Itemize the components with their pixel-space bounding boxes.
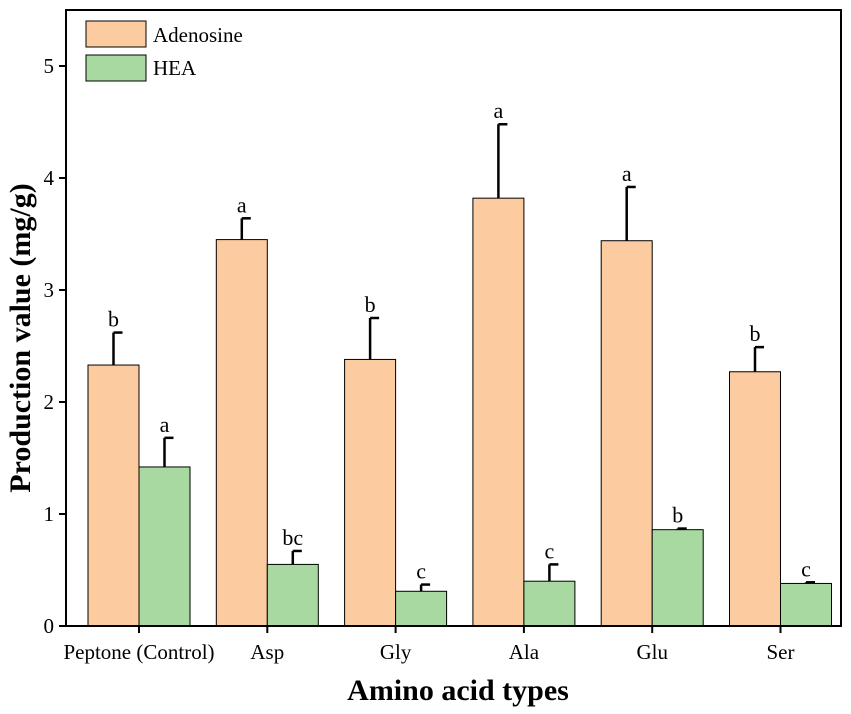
y-tick-label: 1 [44,502,55,526]
error-bars-layer [112,122,815,592]
y-tick-label: 5 [44,54,55,78]
x-tick-label-peptone-control: Peptone (Control) [63,640,214,664]
significance-adenosine-ala: a [494,98,504,123]
significance-adenosine-peptone-control: b [108,307,119,332]
significance-adenosine-asp: a [237,192,247,217]
significance-hea-asp: bc [282,525,303,550]
legend: Adenosine HEA [85,20,243,82]
y-tick-label: 3 [44,278,55,302]
bar-adenosine-ser [729,371,781,627]
bar-adenosine-gly [344,358,397,627]
bar-adenosine-asp [215,239,268,627]
bar-hea-ser [780,582,832,627]
legend-label-hea: HEA [153,56,197,80]
significance-hea-peptone-control: a [160,412,170,437]
x-axis-category-labels: Peptone (Control) Asp Gly Ala Glu Ser [63,626,795,664]
bar-adenosine-glu [600,240,653,627]
plot-frame [65,9,842,627]
x-tick-label-ala: Ala [509,640,540,664]
bars-layer [87,197,832,627]
x-tick-label-asp: Asp [250,640,284,664]
significance-adenosine-gly: b [365,292,376,317]
x-tick-label-glu: Glu [636,640,668,664]
y-axis-title: Production value (mg/g) [4,183,37,492]
x-tick-label-ser: Ser [767,640,795,664]
y-axis-ticks: 0 1 2 3 4 5 [44,54,66,638]
legend-swatch-adenosine [85,20,147,48]
x-tick-label-gly: Gly [380,640,412,664]
bar-adenosine-ala [472,197,525,627]
significance-hea-glu: b [672,503,683,528]
bar-hea-glu [651,529,704,627]
significance-hea-ala: c [545,538,555,563]
significance-hea-gly: c [416,559,426,584]
y-tick-label: 4 [44,166,55,190]
y-tick-label: 2 [44,390,55,414]
significance-adenosine-glu: a [622,161,632,186]
bar-adenosine-peptone-control [87,364,140,627]
y-tick-label: 0 [44,614,55,638]
x-axis-title: Amino acid types [347,674,569,707]
legend-label-adenosine: Adenosine [153,23,243,47]
bar-hea-ala [523,580,576,627]
bar-hea-asp [266,563,319,627]
bar-hea-peptone-control [138,466,191,627]
legend-swatch-hea [85,54,147,82]
significance-adenosine-ser: b [750,321,761,346]
significance-hea-ser: c [801,556,811,581]
bar-hea-gly [395,590,448,627]
